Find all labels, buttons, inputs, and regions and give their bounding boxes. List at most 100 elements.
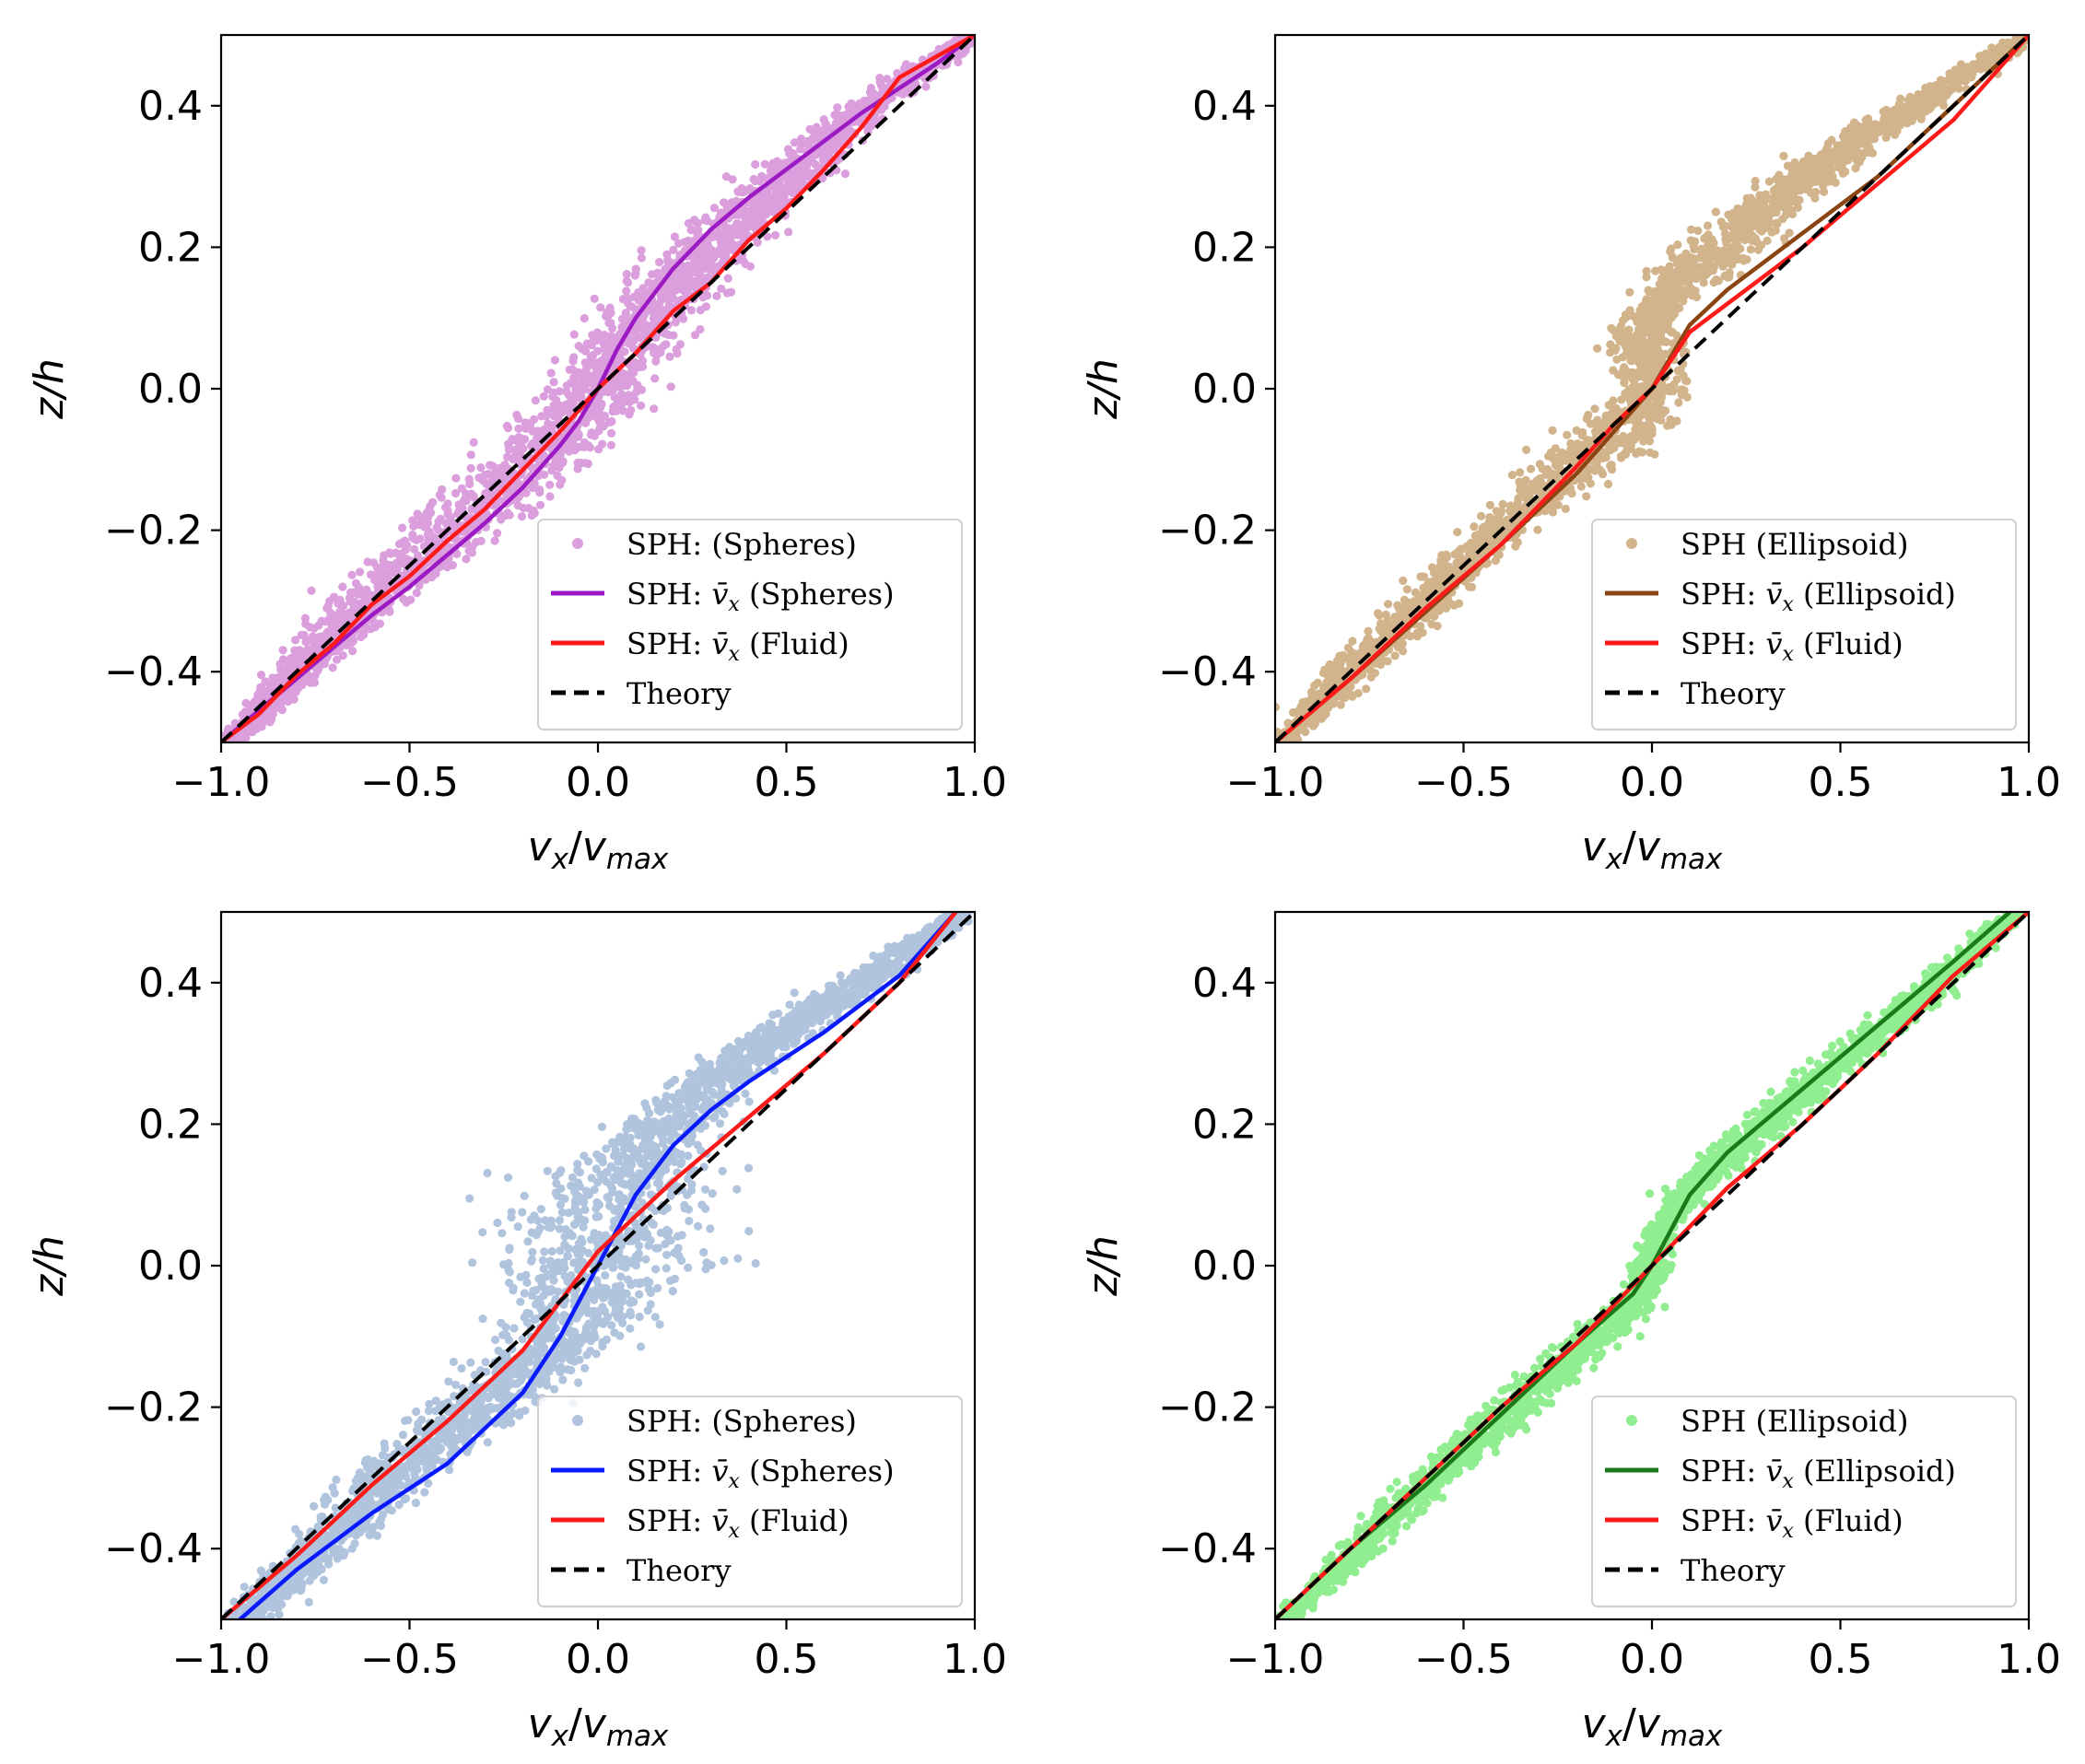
scatter-point xyxy=(275,660,285,669)
scatter-point xyxy=(1563,430,1572,439)
scatter-point xyxy=(1470,532,1480,541)
scatter-point xyxy=(818,156,828,165)
scatter-point xyxy=(596,399,605,408)
scatter-point xyxy=(1833,141,1842,150)
scatter-point xyxy=(875,74,884,83)
scatter-point xyxy=(594,407,603,416)
scatter-point xyxy=(815,130,825,139)
scatter-point xyxy=(621,309,630,318)
scatter-point xyxy=(593,371,603,380)
scatter-point xyxy=(1783,161,1792,170)
scatter-point xyxy=(1609,345,1618,356)
scatter-point xyxy=(288,656,298,665)
scatter-point xyxy=(573,464,582,473)
scatter-point xyxy=(517,434,526,443)
panel-top-right: −1.0 −0.5 0.0 0.5 1.0−0.4−0.20.00.20.4vx/vma… xyxy=(1080,33,2061,876)
scatter-point xyxy=(317,616,326,625)
scatter-point xyxy=(323,602,333,611)
scatter-point xyxy=(607,416,616,426)
scatter-point xyxy=(664,299,674,309)
scatter-point xyxy=(1616,452,1625,461)
scatter-point xyxy=(462,489,471,498)
scatter-point xyxy=(521,488,531,497)
scatter-point xyxy=(432,523,441,532)
scatter-point xyxy=(504,445,514,454)
scatter-point xyxy=(977,39,985,47)
x-tick-label: −0.5 xyxy=(360,759,459,806)
panel-top-left: −1.0 −0.5 0.0 0.5 1.0−0.4−0.20.00.20.4vx/vma… xyxy=(26,33,1007,876)
scatter-point xyxy=(638,362,648,371)
scatter-point xyxy=(1582,492,1591,501)
x-tick-label: 0.5 xyxy=(755,759,819,806)
scatter-point xyxy=(557,475,567,485)
scatter-point xyxy=(1620,363,1629,372)
scatter-point xyxy=(1645,437,1655,446)
scatter-point xyxy=(634,323,644,333)
scatter-point xyxy=(681,278,690,287)
scatter-point xyxy=(377,573,386,582)
scatter-point xyxy=(824,123,833,134)
scatter-point xyxy=(1723,273,1733,282)
scatter-point xyxy=(256,671,266,680)
scatter-point xyxy=(800,163,809,172)
scatter-point xyxy=(1484,518,1493,527)
legend: SPH: (Spheres)SPH: v̄x (Spheres)SPH: v̄x… xyxy=(537,519,963,730)
scatter-point xyxy=(608,323,617,333)
scatter-point xyxy=(827,145,837,154)
scatter-point xyxy=(1672,259,1681,268)
scatter-point xyxy=(581,370,591,380)
scatter-point xyxy=(1628,353,1637,362)
scatter-point xyxy=(780,196,790,205)
scatter-point xyxy=(600,411,610,421)
scatter-point xyxy=(1567,489,1576,498)
scatter-point xyxy=(1669,380,1679,390)
scatter-point xyxy=(460,496,469,505)
scatter-point xyxy=(724,224,733,233)
scatter-point xyxy=(1637,408,1647,417)
scatter-point xyxy=(1593,344,1602,353)
scatter-point xyxy=(1375,611,1384,620)
scatter-point xyxy=(1693,226,1703,236)
scatter-point xyxy=(1423,587,1433,597)
legend-item: SPH: (Spheres) xyxy=(572,527,857,562)
scatter-point xyxy=(761,210,771,219)
scatter-point xyxy=(789,148,798,158)
scatter-point xyxy=(696,306,706,315)
scatter-point xyxy=(415,580,424,590)
scatter-point xyxy=(615,356,624,366)
scatter-point xyxy=(739,211,748,220)
scatter-point xyxy=(545,480,555,489)
scatter-point xyxy=(512,410,521,420)
scatter-point xyxy=(607,428,616,438)
scatter-point xyxy=(510,452,519,461)
scatter-point xyxy=(1561,504,1570,514)
scatter-point xyxy=(573,458,582,467)
scatter-point xyxy=(772,194,781,204)
scatter-point xyxy=(954,57,963,67)
scatter-point xyxy=(1513,538,1522,547)
scatter-point xyxy=(698,293,708,302)
scatter-point xyxy=(551,456,560,465)
scatter-point xyxy=(595,335,604,345)
scatter-point xyxy=(974,35,975,37)
scatter-point xyxy=(375,619,384,628)
scatter-point xyxy=(816,147,826,157)
scatter-point xyxy=(1672,416,1681,426)
scatter-point xyxy=(1680,265,1689,275)
scatter-point xyxy=(662,340,671,349)
scatter-point xyxy=(1645,413,1654,422)
scatter-point xyxy=(268,709,277,718)
scatter-point xyxy=(626,392,636,402)
scatter-point xyxy=(770,230,780,239)
scatter-point xyxy=(670,232,680,241)
scatter-point xyxy=(1393,642,1402,652)
scatter-point xyxy=(902,60,911,69)
scatter-point xyxy=(580,459,590,468)
scatter-point xyxy=(580,314,589,323)
scatter-point xyxy=(740,187,749,196)
scatter-point xyxy=(1399,576,1408,586)
scatter-point xyxy=(600,354,609,363)
scatter-point xyxy=(539,391,548,401)
scatter-point xyxy=(1498,499,1507,509)
scatter-point xyxy=(661,329,670,338)
